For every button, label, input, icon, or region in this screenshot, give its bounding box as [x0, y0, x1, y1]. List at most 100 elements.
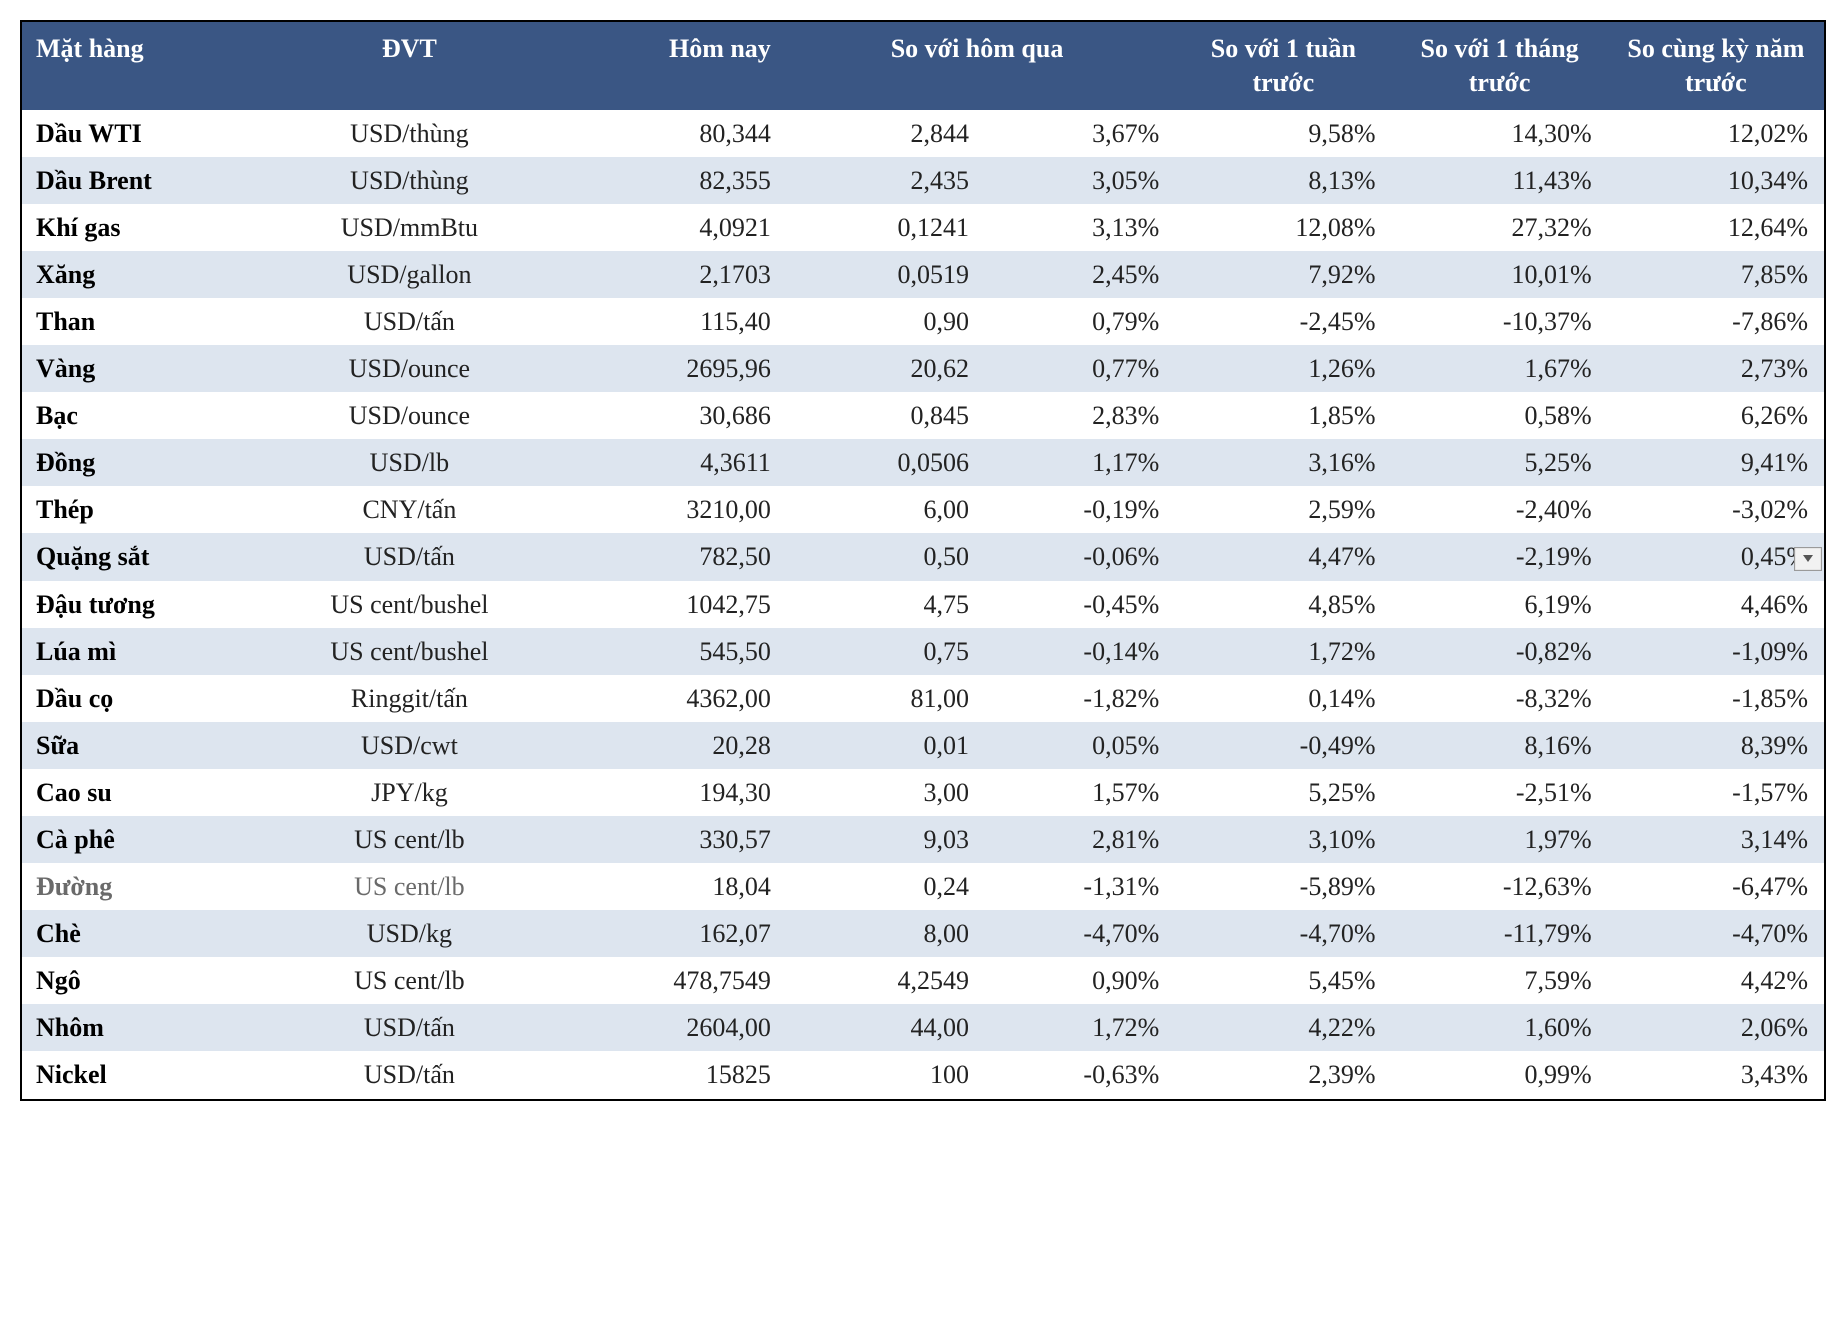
cell-unit: USD/mmBtu [274, 204, 544, 251]
cell-month: 6,19% [1391, 581, 1607, 628]
cell-name: Dầu cọ [22, 675, 274, 722]
cell-today: 194,30 [545, 769, 779, 816]
cell-diff: 9,03 [779, 816, 977, 863]
cell-today: 782,50 [545, 533, 779, 580]
cell-year: 10,34% [1608, 157, 1824, 204]
table-row: BạcUSD/ounce30,6860,8452,83%1,85%0,58%6,… [22, 392, 1824, 439]
cell-name: Quặng sắt [22, 533, 274, 580]
cell-month: 1,97% [1391, 816, 1607, 863]
cell-name: Lúa mì [22, 628, 274, 675]
cell-diff: 3,00 [779, 769, 977, 816]
cell-unit: USD/cwt [274, 722, 544, 769]
cell-pct: -0,63% [977, 1051, 1175, 1098]
cell-unit: USD/tấn [274, 1051, 544, 1098]
cell-month: 0,99% [1391, 1051, 1607, 1098]
table-row: NgôUS cent/lb478,75494,25490,90%5,45%7,5… [22, 957, 1824, 1004]
cell-year: -3,02% [1608, 486, 1824, 533]
cell-name: Nhôm [22, 1004, 274, 1051]
cell-name: Ngô [22, 957, 274, 1004]
cell-name: Cao su [22, 769, 274, 816]
cell-pct: 2,83% [977, 392, 1175, 439]
cell-unit: Ringgit/tấn [274, 675, 544, 722]
cell-pct: -0,06% [977, 533, 1175, 580]
table-row: ChèUSD/kg162,078,00-4,70%-4,70%-11,79%-4… [22, 910, 1824, 957]
cell-week: -0,49% [1175, 722, 1391, 769]
cell-unit: JPY/kg [274, 769, 544, 816]
cell-today: 545,50 [545, 628, 779, 675]
cell-diff: 0,24 [779, 863, 977, 910]
cell-pct: -1,31% [977, 863, 1175, 910]
cell-week: 1,26% [1175, 345, 1391, 392]
table-row: Quặng sắtUSD/tấn782,500,50-0,06%4,47%-2,… [22, 533, 1824, 580]
cell-week: 12,08% [1175, 204, 1391, 251]
cell-week: 7,92% [1175, 251, 1391, 298]
cell-name: Thép [22, 486, 274, 533]
table-row: Dầu WTIUSD/thùng80,3442,8443,67%9,58%14,… [22, 110, 1824, 157]
cell-month: -2,51% [1391, 769, 1607, 816]
cell-unit: USD/thùng [274, 110, 544, 157]
cell-diff: 6,00 [779, 486, 977, 533]
table-row: NickelUSD/tấn15825100-0,63%2,39%0,99%3,4… [22, 1051, 1824, 1098]
dropdown-handle-icon[interactable] [1794, 547, 1822, 571]
cell-week: -5,89% [1175, 863, 1391, 910]
cell-year: 4,46% [1608, 581, 1824, 628]
table-head: Mặt hàng ĐVT Hôm nay So với hôm qua So v… [22, 22, 1824, 110]
cell-diff: 0,0506 [779, 439, 977, 486]
cell-pct: -1,82% [977, 675, 1175, 722]
cell-unit: USD/ounce [274, 392, 544, 439]
cell-month: -2,40% [1391, 486, 1607, 533]
cell-pct: 0,79% [977, 298, 1175, 345]
cell-month: -11,79% [1391, 910, 1607, 957]
cell-diff: 20,62 [779, 345, 977, 392]
cell-name: Khí gas [22, 204, 274, 251]
cell-diff: 4,75 [779, 581, 977, 628]
cell-pct: 1,57% [977, 769, 1175, 816]
cell-week: 4,85% [1175, 581, 1391, 628]
cell-today: 18,04 [545, 863, 779, 910]
cell-today: 2695,96 [545, 345, 779, 392]
cell-year: 0,45% [1608, 533, 1824, 580]
cell-diff: 44,00 [779, 1004, 977, 1051]
cell-today: 330,57 [545, 816, 779, 863]
cell-unit: CNY/tấn [274, 486, 544, 533]
cell-diff: 100 [779, 1051, 977, 1098]
cell-year: 9,41% [1608, 439, 1824, 486]
cell-week: 4,22% [1175, 1004, 1391, 1051]
table-row: XăngUSD/gallon2,17030,05192,45%7,92%10,0… [22, 251, 1824, 298]
cell-unit: USD/tấn [274, 1004, 544, 1051]
cell-week: 2,59% [1175, 486, 1391, 533]
cell-today: 20,28 [545, 722, 779, 769]
cell-pct: -0,14% [977, 628, 1175, 675]
cell-name: Nickel [22, 1051, 274, 1098]
cell-pct: 1,72% [977, 1004, 1175, 1051]
table-row: Cao suJPY/kg194,303,001,57%5,25%-2,51%-1… [22, 769, 1824, 816]
cell-today: 82,355 [545, 157, 779, 204]
cell-name: Sữa [22, 722, 274, 769]
cell-month: 27,32% [1391, 204, 1607, 251]
cell-unit: USD/lb [274, 439, 544, 486]
header-vs-year: So cùng kỳ năm trước [1608, 22, 1824, 110]
cell-name: Vàng [22, 345, 274, 392]
cell-week: 9,58% [1175, 110, 1391, 157]
cell-name: Cà phê [22, 816, 274, 863]
cell-month: -8,32% [1391, 675, 1607, 722]
cell-unit: USD/thùng [274, 157, 544, 204]
cell-year: 2,06% [1608, 1004, 1824, 1051]
cell-year: 12,02% [1608, 110, 1824, 157]
cell-year: -7,86% [1608, 298, 1824, 345]
cell-year: 2,73% [1608, 345, 1824, 392]
cell-pct: -4,70% [977, 910, 1175, 957]
cell-name: Đường [22, 863, 274, 910]
cell-year: -1,09% [1608, 628, 1824, 675]
cell-today: 2604,00 [545, 1004, 779, 1051]
table-row: VàngUSD/ounce2695,9620,620,77%1,26%1,67%… [22, 345, 1824, 392]
cell-today: 30,686 [545, 392, 779, 439]
cell-pct: 0,05% [977, 722, 1175, 769]
cell-today: 3210,00 [545, 486, 779, 533]
cell-week: 4,47% [1175, 533, 1391, 580]
cell-month: 11,43% [1391, 157, 1607, 204]
table-body: Dầu WTIUSD/thùng80,3442,8443,67%9,58%14,… [22, 110, 1824, 1099]
table-row: ĐồngUSD/lb4,36110,05061,17%3,16%5,25%9,4… [22, 439, 1824, 486]
cell-week: 3,10% [1175, 816, 1391, 863]
cell-name: Xăng [22, 251, 274, 298]
